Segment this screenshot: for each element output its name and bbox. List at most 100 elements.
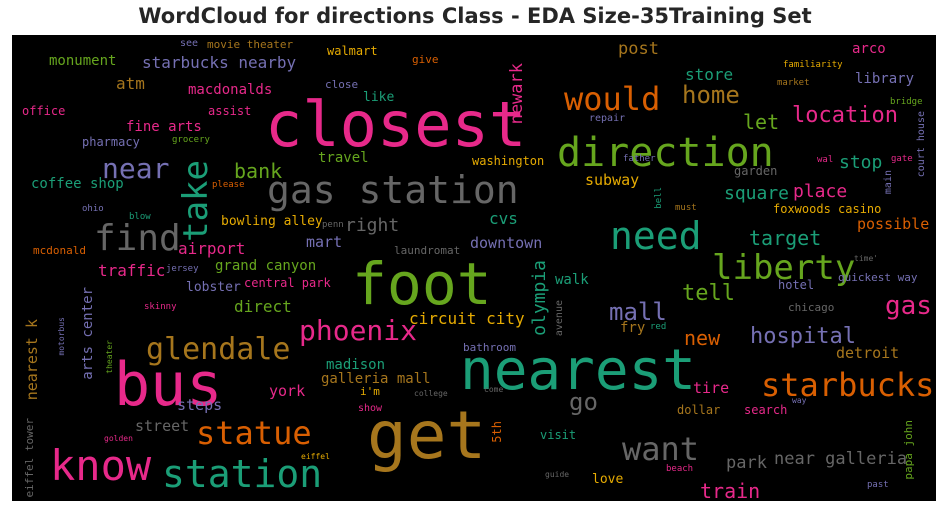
word-library: library — [855, 71, 915, 87]
word-assist: assist — [208, 104, 252, 118]
word-father: father — [623, 154, 656, 164]
word-coffee-shop: coffee shop — [31, 176, 124, 192]
word-arco: arco — [852, 41, 886, 57]
word-gate: gate — [891, 154, 913, 164]
word-walk: walk — [555, 272, 589, 288]
word-atm: atm — [116, 74, 145, 93]
word-bell: bell — [654, 187, 664, 209]
word-avenue: avenue — [554, 300, 565, 337]
word-starbucks-nearby: starbucks nearby — [142, 53, 297, 72]
word-direction: direction — [557, 130, 774, 176]
word-want: want — [622, 430, 700, 468]
word-pharmacy: pharmacy — [82, 135, 140, 149]
word-garden: garden — [734, 164, 778, 178]
word-cvs: cvs — [489, 209, 518, 228]
word-mcdonald: mcdonald — [33, 244, 86, 257]
word-olympia: olympia — [529, 260, 550, 336]
word-right: right — [345, 215, 400, 236]
word-golden: golden — [104, 434, 133, 443]
word-store: store — [685, 65, 734, 84]
word-theater: theater — [105, 340, 114, 374]
word-way: way — [792, 396, 807, 405]
word-station: station — [162, 452, 323, 496]
word-post: post — [618, 39, 659, 59]
word-movie-theater: movie theater — [207, 38, 294, 51]
word-love: love — [592, 472, 624, 487]
word-search: search — [744, 403, 788, 417]
word-madison: madison — [326, 357, 386, 373]
word-wal: wal — [817, 155, 834, 165]
word-jersey: jersey — [166, 264, 199, 274]
word-closest: closest — [265, 88, 527, 161]
word-let: let — [743, 110, 780, 134]
word-come: come — [484, 385, 504, 394]
word-lobster: lobster — [186, 280, 241, 295]
word-tire: tire — [693, 379, 730, 397]
word-possible: possible — [857, 215, 930, 233]
word-red: red — [650, 322, 667, 332]
word-location: location — [792, 103, 898, 128]
word-foxwoods-casino: foxwoods casino — [773, 202, 882, 216]
word-bowling-alley: bowling alley — [221, 214, 323, 229]
word-need: need — [610, 214, 702, 258]
word-grand-canyon: grand canyon — [215, 258, 317, 274]
word-go: go — [569, 388, 598, 416]
word-starbucks: starbucks — [761, 366, 935, 404]
word-cloud: closest nearest get foot bus direction g… — [12, 35, 936, 501]
word-liberty: liberty — [712, 248, 856, 288]
word-steps: steps — [177, 396, 223, 414]
word-galleria-mall: galleria mall — [321, 371, 431, 387]
word-travel: travel — [318, 150, 369, 166]
word-motorbus: motorbus — [57, 317, 66, 356]
chart-title: WordCloud for directions Class - EDA Siz… — [138, 4, 812, 28]
word-washington: washington — [472, 154, 545, 168]
word-monument: monument — [49, 53, 117, 69]
word-train: train — [700, 479, 761, 501]
word-nearest-k: nearest k — [23, 319, 41, 401]
word-give: give — [412, 53, 439, 66]
word-chicago: chicago — [788, 301, 835, 314]
word-time: time' — [854, 254, 879, 263]
word-fry: fry — [620, 320, 646, 336]
word-newark: newark — [507, 63, 527, 125]
word-square: square — [724, 183, 790, 204]
word-visit: visit — [540, 428, 577, 442]
word-find: find — [94, 218, 181, 259]
word-foot: foot — [352, 250, 492, 318]
word-bus: bus — [114, 350, 223, 420]
word-street: street — [135, 417, 190, 435]
word-grocery: grocery — [172, 135, 210, 145]
word-papa-john: papa john — [902, 420, 915, 480]
word-target: target — [749, 226, 822, 250]
word-get: get — [367, 397, 487, 474]
word-york: york — [269, 382, 306, 400]
word-direct: direct — [234, 297, 292, 316]
word-walmart: walmart — [327, 44, 378, 58]
word-guide: guide — [545, 470, 570, 479]
word-repair: repair — [589, 113, 626, 124]
word-tell: tell — [682, 281, 735, 306]
word-bank: bank — [234, 159, 283, 183]
word-bathroom: bathroom — [463, 341, 516, 354]
word-hospital: hospital — [750, 324, 856, 349]
word-blow: blow — [129, 212, 151, 222]
word-nearest: nearest — [460, 338, 697, 403]
word-familiarity: familiarity — [783, 60, 843, 70]
word-eiffel-tower: eiffel tower — [23, 418, 36, 498]
word-know: know — [50, 441, 152, 490]
word-home: home — [682, 81, 740, 109]
word-5th: 5th — [490, 421, 504, 443]
word-place: place — [793, 181, 848, 202]
word-arts-center: arts center — [80, 287, 96, 380]
word-near-galleria: near galleria — [774, 449, 908, 469]
word-new: new — [684, 326, 721, 350]
word-show: show — [358, 403, 383, 414]
word-laundromat: laundromat — [394, 244, 461, 257]
word-please: please — [212, 180, 245, 190]
word-take: take — [176, 160, 216, 242]
word-like: like — [363, 90, 395, 105]
word-statue: statue — [196, 414, 312, 452]
word-im: i'm — [360, 385, 380, 398]
word-fine-arts: fine arts — [126, 119, 202, 135]
word-court-house: court house — [916, 111, 927, 178]
